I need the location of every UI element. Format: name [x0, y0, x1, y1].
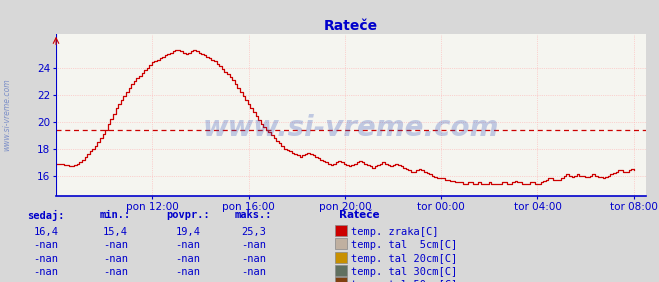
Text: -nan: -nan	[103, 267, 128, 277]
Text: -nan: -nan	[241, 280, 266, 282]
Text: temp. tal 50cm[C]: temp. tal 50cm[C]	[351, 280, 457, 282]
Text: min.:: min.:	[100, 210, 131, 220]
Text: -nan: -nan	[103, 240, 128, 250]
Text: -nan: -nan	[175, 254, 200, 264]
Text: sedaj:: sedaj:	[28, 210, 65, 221]
Text: 15,4: 15,4	[103, 227, 128, 237]
Text: temp. tal 20cm[C]: temp. tal 20cm[C]	[351, 254, 457, 264]
Text: -nan: -nan	[175, 240, 200, 250]
Text: temp. zraka[C]: temp. zraka[C]	[351, 227, 438, 237]
Text: 16,4: 16,4	[34, 227, 59, 237]
Text: -nan: -nan	[241, 240, 266, 250]
Text: -nan: -nan	[175, 267, 200, 277]
Text: -nan: -nan	[103, 254, 128, 264]
Text: -nan: -nan	[241, 267, 266, 277]
Text: -nan: -nan	[34, 240, 59, 250]
Text: 25,3: 25,3	[241, 227, 266, 237]
Text: maks.:: maks.:	[235, 210, 272, 220]
Text: temp. tal 30cm[C]: temp. tal 30cm[C]	[351, 267, 457, 277]
Text: povpr.:: povpr.:	[166, 210, 210, 220]
Title: Rateče: Rateče	[324, 19, 378, 33]
Text: www.si-vreme.com: www.si-vreme.com	[203, 114, 499, 142]
Text: -nan: -nan	[241, 254, 266, 264]
Text: www.si-vreme.com: www.si-vreme.com	[2, 78, 11, 151]
Text: Rateče: Rateče	[339, 210, 380, 220]
Text: -nan: -nan	[34, 267, 59, 277]
Text: -nan: -nan	[34, 280, 59, 282]
Text: -nan: -nan	[103, 280, 128, 282]
Text: -nan: -nan	[34, 254, 59, 264]
Text: temp. tal  5cm[C]: temp. tal 5cm[C]	[351, 240, 457, 250]
Text: 19,4: 19,4	[175, 227, 200, 237]
Text: -nan: -nan	[175, 280, 200, 282]
